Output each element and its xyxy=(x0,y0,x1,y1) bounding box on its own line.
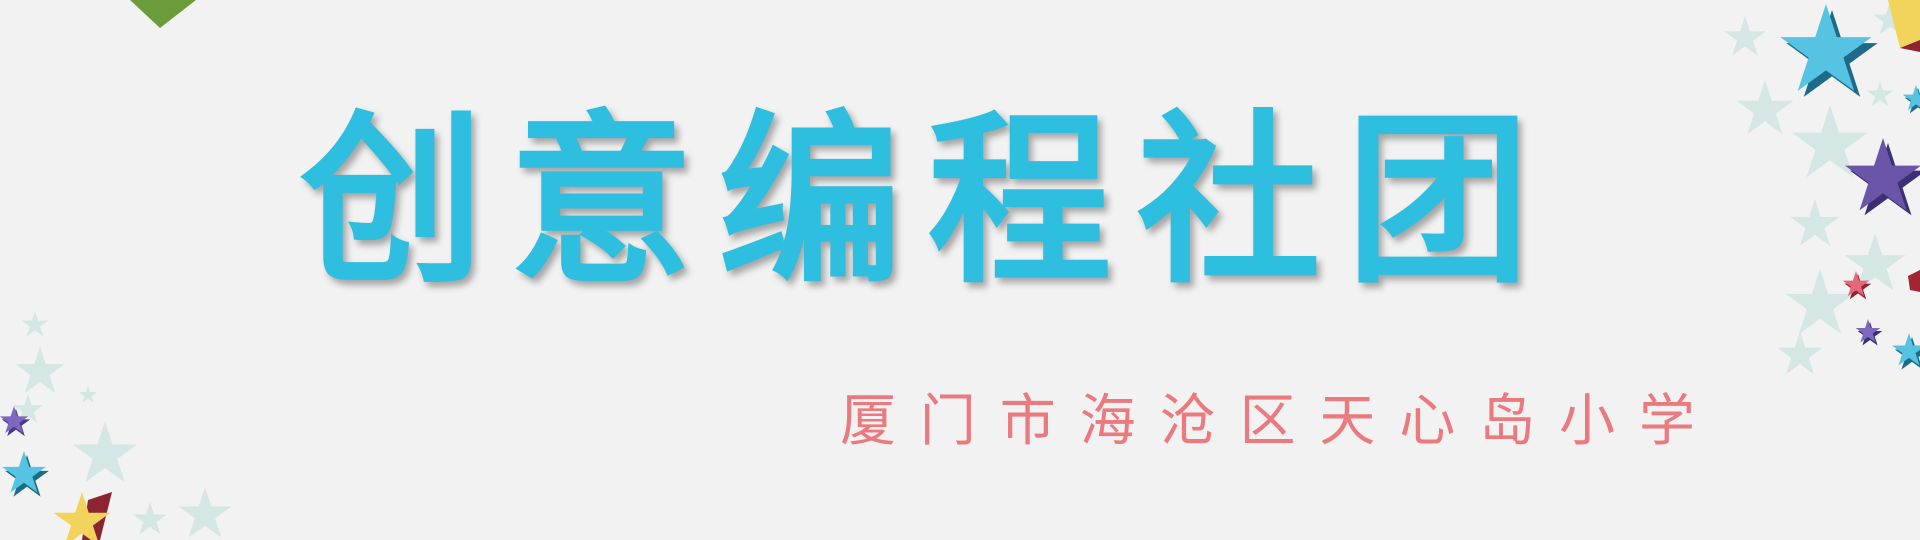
star-icon xyxy=(72,421,138,483)
star-icon xyxy=(21,311,49,337)
corner-fragment-yellow xyxy=(1888,0,1920,52)
star-icon xyxy=(1724,16,1766,56)
faint-stars-left xyxy=(12,311,232,538)
star-icon xyxy=(178,487,232,538)
glyph: 小 xyxy=(1559,389,1616,454)
glyph: 门 xyxy=(919,389,976,454)
glyph: 天 xyxy=(1319,389,1376,454)
star-icon xyxy=(1736,80,1794,135)
glyph: 厦 xyxy=(840,389,896,454)
glyph: 编 xyxy=(718,95,903,309)
star-icon-3d xyxy=(2,451,49,497)
corner-fragment-green xyxy=(130,0,196,28)
star-icon xyxy=(1790,199,1840,247)
glyph: 区 xyxy=(1239,389,1296,454)
star-icon-3d xyxy=(1855,319,1883,346)
glyph: 团 xyxy=(1345,95,1530,309)
star-icon xyxy=(132,502,168,535)
banner-subtitle: 厦门市海沧区天心岛小学 xyxy=(840,387,1695,457)
star-icon xyxy=(15,346,65,394)
star-icon xyxy=(1785,269,1855,335)
star-icon-3d xyxy=(1780,4,1878,97)
star-icon-3d xyxy=(1891,333,1920,370)
glyph: 程 xyxy=(927,95,1112,309)
glyph: 岛 xyxy=(1479,389,1536,454)
glyph: 创 xyxy=(300,95,485,309)
star-icon xyxy=(1777,331,1823,375)
glyph: 社 xyxy=(1136,95,1321,309)
star-icon-3d xyxy=(1902,85,1920,114)
star-icon-3d xyxy=(1844,138,1920,216)
glyph: 海 xyxy=(1079,389,1136,454)
banner-title: 创意编程社团 xyxy=(300,92,1530,312)
glyph: 心 xyxy=(1399,389,1456,454)
star-icon xyxy=(1866,81,1894,107)
glyph: 意 xyxy=(509,95,694,309)
corner-fragment-red xyxy=(1908,270,1920,292)
glyph: 学 xyxy=(1638,389,1695,454)
glyph: 沧 xyxy=(1159,389,1216,454)
glyph: 市 xyxy=(999,389,1056,454)
star-icon-3d xyxy=(53,492,112,540)
star-icon xyxy=(78,385,98,404)
